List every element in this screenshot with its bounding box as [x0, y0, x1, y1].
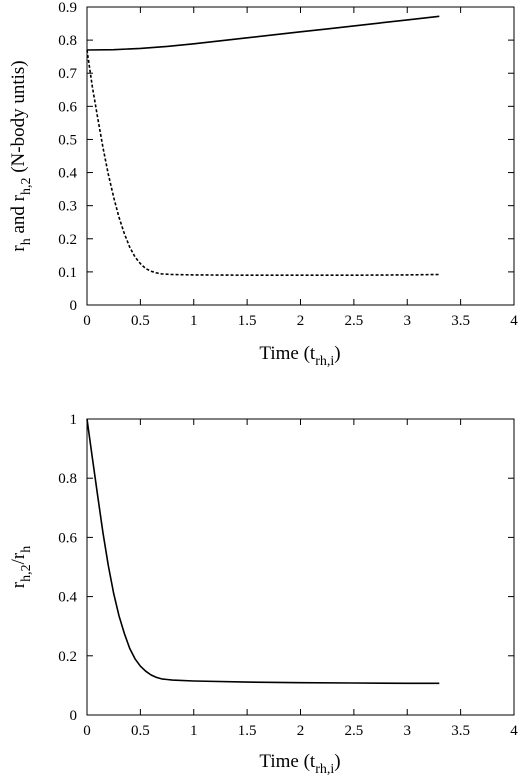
y-tick-label: 0.6 — [58, 530, 77, 546]
y-tick-label: 0.8 — [58, 471, 77, 487]
x-tick-label: 2 — [297, 723, 305, 739]
series-line-2-dashed — [86, 49, 440, 277]
y-axis-title: rh and rh,2 (N-body untis) — [8, 60, 34, 251]
x-tick-label: 0.5 — [131, 313, 150, 329]
series-layer — [86, 418, 440, 685]
y-tick-label: 0.8 — [58, 33, 77, 49]
y-tick-labels: 0 0.2 0.4 0.6 0.8 1 — [58, 412, 77, 724]
x-tick-labels: 0 0.5 1 1.5 2 2.5 3 3.5 4 — [83, 723, 518, 739]
y-tick-label: 0.1 — [58, 265, 77, 281]
series-line-1-solid — [86, 15, 440, 51]
x-tick-labels: 0 0.5 1 1.5 2 2.5 3 3.5 4 — [83, 313, 518, 329]
x-tick-label: 2 — [297, 313, 305, 329]
plot-frame — [86, 418, 515, 716]
series-line-1-solid — [86, 418, 440, 685]
x-tick-label: 4 — [510, 723, 518, 739]
y-tick-label: 0.6 — [58, 99, 77, 115]
y-tick-label: 0.4 — [58, 166, 77, 182]
tick-marks — [86, 418, 515, 716]
x-tick-label: 1 — [190, 313, 198, 329]
y-tick-labels: 0 0.1 0.2 0.3 0.4 0.5 0.6 0.7 0.8 0.9 — [58, 0, 77, 314]
x-tick-label: 0 — [83, 723, 91, 739]
chart-radius-ratio-vs-time: 0 0.5 1 1.5 2 2.5 3 3.5 4 0 0.2 0.4 0.6 0.8 1 Time (t… — [8, 412, 518, 776]
x-tick-label: 0.5 — [131, 723, 150, 739]
y-tick-label: 0.4 — [58, 590, 77, 606]
x-tick-label: 1.5 — [238, 313, 257, 329]
y-axis-title: rh,2/rh — [8, 546, 34, 588]
x-tick-label: 2.5 — [345, 723, 364, 739]
x-tick-label: 2.5 — [345, 313, 364, 329]
y-tick-label: 0.2 — [58, 649, 77, 665]
y-tick-label: 1 — [70, 412, 78, 428]
y-tick-label: 0.2 — [58, 232, 77, 248]
plot-frame — [86, 6, 515, 306]
y-tick-label: 0 — [70, 298, 78, 314]
chart-radii-vs-time: 0 0.5 1 1.5 2 2.5 3 3.5 4 0 0.1 0.2 0.3 0.4 0.5 0.6 0.7… — [8, 0, 518, 369]
y-tick-label: 0.7 — [58, 66, 77, 82]
x-tick-label: 3 — [404, 723, 412, 739]
x-tick-label: 1.5 — [238, 723, 257, 739]
tick-marks — [86, 6, 515, 306]
x-tick-label: 4 — [510, 313, 518, 329]
y-tick-label: 0.3 — [58, 199, 77, 215]
x-tick-label: 3.5 — [451, 313, 470, 329]
x-axis-title: Time (trh,i) — [259, 343, 340, 369]
y-tick-label: 0.9 — [58, 0, 77, 16]
x-tick-label: 3.5 — [451, 723, 470, 739]
y-tick-label: 0 — [70, 708, 78, 724]
x-tick-label: 0 — [83, 313, 91, 329]
series-layer — [86, 15, 440, 277]
x-axis-title: Time (trh,i) — [259, 751, 340, 776]
x-tick-label: 3 — [404, 313, 412, 329]
x-tick-label: 1 — [190, 723, 198, 739]
y-tick-label: 0.5 — [58, 132, 77, 148]
